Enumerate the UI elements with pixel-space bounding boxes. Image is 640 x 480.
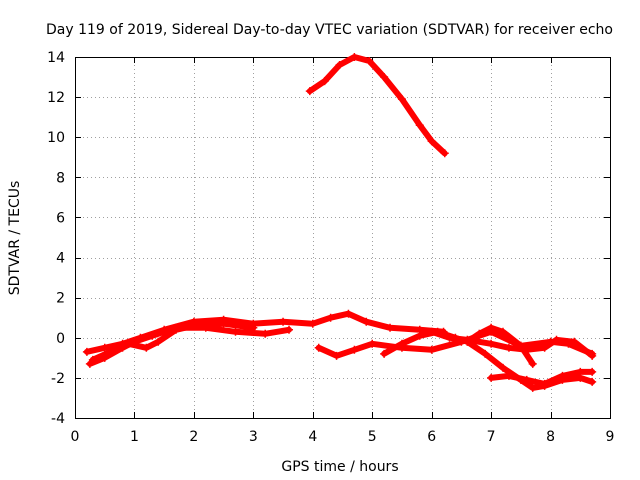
y-tick-label: -4: [51, 411, 65, 427]
data-point: [552, 335, 561, 344]
data-point: [350, 345, 359, 354]
y-tick-label: 10: [47, 130, 65, 146]
x-tick-label: 0: [71, 429, 80, 445]
data-point: [427, 137, 436, 146]
series-track-9: [487, 367, 597, 388]
data-point: [481, 349, 490, 358]
series-line: [428, 328, 596, 359]
data-point: [558, 371, 567, 380]
y-tick-label: 0: [56, 331, 65, 347]
data-point: [189, 321, 198, 330]
data-point: [499, 363, 507, 372]
data-point: [528, 383, 537, 392]
data-point: [487, 323, 496, 332]
data-point: [522, 345, 531, 354]
data-point: [231, 327, 240, 336]
data-point: [440, 149, 449, 158]
series-track-4: [88, 319, 258, 364]
plot-frame: [75, 57, 611, 419]
x-tick-label: 5: [368, 429, 377, 445]
data-point: [504, 343, 513, 352]
series-track-1: [305, 53, 449, 158]
data-point: [522, 375, 531, 384]
series-track-7: [427, 327, 597, 360]
data-point: [172, 325, 181, 334]
x-tick-label: 3: [249, 429, 258, 445]
data-point: [504, 371, 513, 380]
data-point: [487, 339, 496, 348]
data-point: [540, 343, 549, 352]
x-axis-label: GPS time / hours: [281, 459, 398, 475]
data-point: [487, 373, 496, 382]
data-point: [124, 339, 133, 348]
data-point: [100, 343, 109, 352]
data-point: [415, 331, 424, 340]
data-point: [397, 95, 406, 104]
data-point: [308, 319, 317, 328]
x-tick-label: 9: [606, 429, 615, 445]
x-tick-label: 7: [487, 429, 496, 445]
x-tick-label: 1: [130, 429, 139, 445]
y-tick-label: 14: [47, 50, 65, 66]
x-tick-label: 4: [308, 429, 317, 445]
data-point: [540, 379, 549, 388]
x-tick-label: 2: [189, 429, 198, 445]
data-point: [335, 61, 344, 70]
data-point: [415, 121, 424, 130]
data-point: [386, 323, 395, 332]
data-point: [350, 53, 359, 61]
data-point: [368, 339, 377, 348]
y-tick-label: 4: [56, 251, 65, 267]
data-point: [344, 309, 353, 318]
data-point: [499, 327, 507, 336]
data-point: [445, 333, 454, 342]
data-point: [85, 359, 94, 368]
data-point: [82, 347, 91, 356]
data-point: [427, 345, 436, 354]
data-point: [285, 325, 293, 334]
data-point: [320, 77, 329, 86]
data-point: [588, 351, 597, 360]
data-point: [314, 343, 323, 352]
data-point: [588, 377, 597, 386]
data-point: [463, 337, 472, 346]
data-point: [332, 351, 341, 360]
data-point: [475, 329, 484, 338]
data-point: [261, 329, 270, 338]
data-point: [154, 337, 163, 346]
data-point: [365, 57, 374, 66]
data-point: [326, 313, 335, 322]
y-axis-label: SDTVAR / TECUs: [7, 181, 23, 296]
data-point: [570, 337, 579, 346]
data-point: [528, 359, 537, 368]
y-tick-label: 12: [47, 90, 65, 106]
data-point: [576, 367, 585, 376]
y-tick-label: 6: [56, 210, 65, 226]
data-point: [380, 73, 389, 82]
data-point: [279, 317, 288, 326]
y-tick-label: 8: [56, 170, 65, 186]
data-point: [88, 355, 97, 364]
data-point: [219, 319, 228, 328]
x-tick-label: 6: [427, 429, 436, 445]
data-point: [249, 323, 258, 332]
series-layer: [82, 53, 597, 392]
data-point: [362, 317, 371, 326]
x-tick-label: 8: [546, 429, 555, 445]
chart-title: Day 119 of 2019, Sidereal Day-to-day VTE…: [46, 22, 613, 38]
data-point: [427, 327, 436, 336]
y-tick-label: 2: [56, 291, 65, 307]
series-line: [306, 54, 448, 157]
data-point: [397, 339, 406, 348]
data-point: [148, 331, 157, 340]
data-point: [142, 343, 151, 352]
data-point: [380, 349, 389, 358]
data-point: [305, 87, 314, 96]
data-point: [588, 367, 597, 376]
y-tick-label: -2: [51, 371, 65, 387]
data-point: [106, 347, 115, 356]
grid: [75, 57, 610, 418]
